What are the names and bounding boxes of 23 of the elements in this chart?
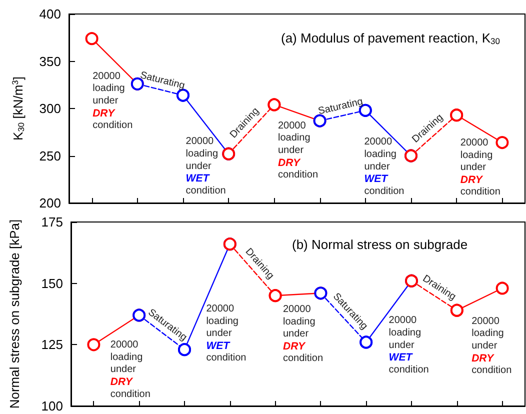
text: (b) Normal stress on subgrade	[292, 237, 468, 252]
y-axis-title: K30 [kN/m3]	[10, 76, 26, 140]
annotation: Saturating	[317, 96, 364, 118]
annotation: 20000 loading under DRY condition	[278, 120, 318, 181]
y-tick-label: 200	[39, 196, 61, 210]
annotation: 20000 loading under DRY condition	[110, 340, 150, 400]
y-tick-label: 400	[39, 6, 61, 22]
y-tick-label: 100	[41, 398, 63, 414]
annotation: 20000 loading under WET condition	[388, 315, 429, 376]
annotation: 20000 loading under DRY condition	[472, 316, 512, 376]
y-tick-label: 150	[41, 276, 63, 291]
y-tick-label: 350	[39, 54, 61, 69]
y-tick-label: 250	[39, 148, 61, 164]
y-axis-title: Normal stress on subgrade [kPa]	[7, 219, 22, 409]
y-tick-label: 125	[41, 337, 63, 352]
annotation: 20000 loading under WET condition	[364, 136, 404, 197]
annotation: 20000 loading under DRY condition	[92, 70, 133, 132]
annotation: 20000 loading under DRY condition	[283, 304, 324, 364]
annotation: 20000 loading under WET condition	[206, 303, 246, 364]
y-tick-label: 175	[41, 214, 63, 230]
y-tick-label: 300	[39, 101, 61, 116]
annotation: 20000 loading under WET condition	[186, 136, 226, 196]
annotation: 20000 loading under DRY condition	[460, 137, 500, 198]
